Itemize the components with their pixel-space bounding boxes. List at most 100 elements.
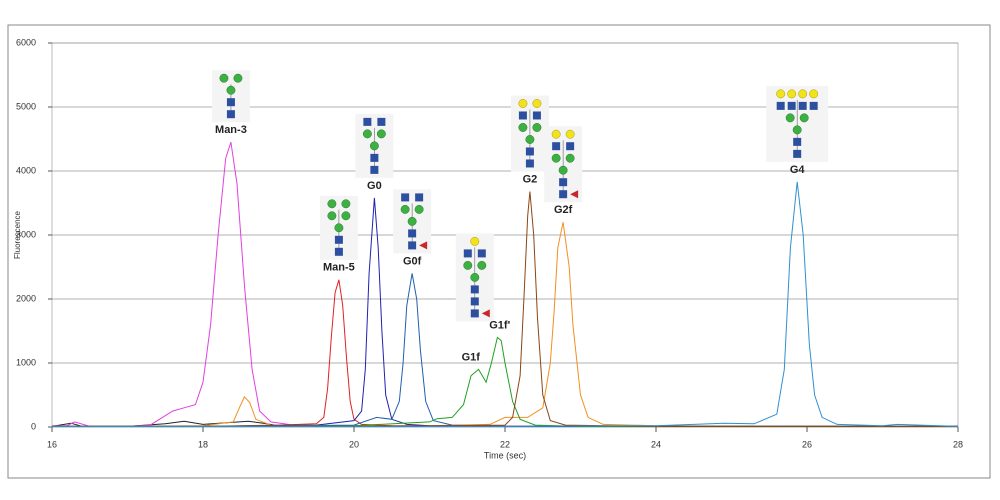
glycan-mannose — [327, 199, 337, 209]
trace — [52, 181, 959, 427]
glycan-mannose — [407, 216, 417, 226]
glycan-icon — [319, 195, 358, 260]
glycan-mannose — [792, 125, 802, 135]
glycan-glcnac — [363, 117, 372, 126]
glycan-glcnac — [477, 249, 486, 258]
glycan-icon — [355, 113, 394, 178]
frame — [7, 24, 991, 479]
glycan-mannose — [463, 260, 473, 270]
glycan-mannose — [233, 73, 243, 83]
y-axis-label: Fluorescence — [13, 210, 22, 259]
glycan-glcnac — [518, 111, 527, 120]
glycan-glcnac — [463, 249, 472, 258]
glycan-glcnac — [401, 193, 410, 202]
glycan-glcnac — [532, 111, 541, 120]
glycan-glcnac — [470, 297, 479, 306]
glycan-mannose — [226, 85, 236, 95]
glycan-icon — [766, 85, 829, 162]
glycan-glcnac — [470, 309, 479, 318]
glycan-mannose — [334, 223, 344, 233]
glycan-mannose — [376, 129, 386, 139]
x-tick-label: 24 — [651, 439, 661, 449]
x-axis-label: Time (sec) — [484, 450, 526, 460]
y-tick-label: 2000 — [16, 293, 36, 303]
glycan-mannose — [219, 73, 229, 83]
y-tick-label: 5000 — [16, 101, 36, 111]
glycan-mannose — [558, 165, 568, 175]
y-tick-label: 6000 — [16, 37, 36, 47]
glycan-mannose — [341, 211, 351, 221]
glycan-glcnac — [226, 110, 235, 119]
peak-label: Man-5 — [323, 262, 355, 274]
x-tick-label: 26 — [802, 439, 812, 449]
glycan-fucose — [419, 241, 428, 250]
glycan-glcnac — [334, 247, 343, 256]
glycan-galactose — [809, 89, 819, 99]
glycan-mannose — [532, 123, 542, 132]
glycan-mannose — [400, 204, 410, 214]
glycan-glcnac — [370, 165, 379, 174]
glycan-galactose — [551, 129, 561, 139]
glycan-icon — [510, 95, 549, 172]
glycan-glcnac — [559, 178, 568, 187]
glycan-glcnac — [415, 193, 424, 202]
glycan-mannose — [565, 153, 575, 163]
glycan-galactose — [532, 99, 542, 108]
peak-label: G4 — [790, 164, 806, 176]
glycan-glcnac — [559, 190, 568, 199]
glycan-glcnac — [809, 101, 818, 110]
glycan-mannose — [785, 113, 795, 123]
glycan-mannose — [341, 199, 351, 209]
glycan-glcnac — [793, 149, 802, 158]
trace — [52, 273, 958, 427]
y-tick-label: 3000 — [16, 229, 36, 239]
trace — [52, 222, 958, 427]
glycan-glcnac — [793, 137, 802, 146]
glycan-glcnac — [525, 147, 534, 156]
glycan-glcnac — [408, 229, 417, 238]
glycan-mannose — [518, 123, 528, 132]
glycan-galactose — [565, 129, 575, 139]
glycan-mannose — [477, 260, 487, 270]
trace — [52, 197, 958, 427]
y-tick-label: 4000 — [16, 165, 36, 175]
glycan-icon — [455, 233, 494, 322]
glycan-mannose — [799, 113, 809, 123]
glycan-mannose — [327, 211, 337, 221]
glycan-galactose — [518, 99, 528, 108]
glycan-fucose — [570, 190, 579, 199]
glycan-galactose — [787, 89, 797, 99]
glycan-fucose — [481, 309, 490, 318]
glycan-glcnac — [470, 285, 479, 294]
glycan-galactose — [470, 236, 480, 246]
x-tick-label: 22 — [500, 439, 510, 449]
glycan-glcnac — [226, 98, 235, 107]
glycan-glcnac — [552, 142, 561, 151]
peak-label: G0 — [367, 180, 382, 192]
glycan-mannose — [369, 141, 379, 151]
peak-label: Man-3 — [215, 124, 247, 136]
glycan-mannose — [362, 129, 372, 139]
y-tick-label: 0 — [31, 421, 36, 431]
y-tick-label: 1000 — [16, 357, 36, 367]
glycan-galactose — [776, 89, 786, 99]
glycan-mannose — [470, 272, 480, 282]
x-tick-label: 18 — [198, 439, 208, 449]
glycan-mannose — [414, 204, 424, 214]
trace — [52, 336, 958, 427]
glycan-glcnac — [334, 235, 343, 244]
glycan-mannose — [551, 153, 561, 163]
glycan-glcnac — [566, 142, 575, 151]
peak-label: G1f — [462, 351, 481, 363]
glycan-glcnac — [798, 101, 807, 110]
glycan-glcnac — [377, 117, 386, 126]
trace — [52, 191, 958, 427]
glycan-glcnac — [776, 101, 785, 110]
peak-label: G2 — [523, 173, 538, 185]
glycan-glcnac — [370, 153, 379, 162]
glycan-glcnac — [525, 159, 534, 168]
peak-label: G0f — [403, 255, 422, 267]
x-tick-label: 20 — [349, 439, 359, 449]
peak-label: G2f — [554, 204, 573, 216]
